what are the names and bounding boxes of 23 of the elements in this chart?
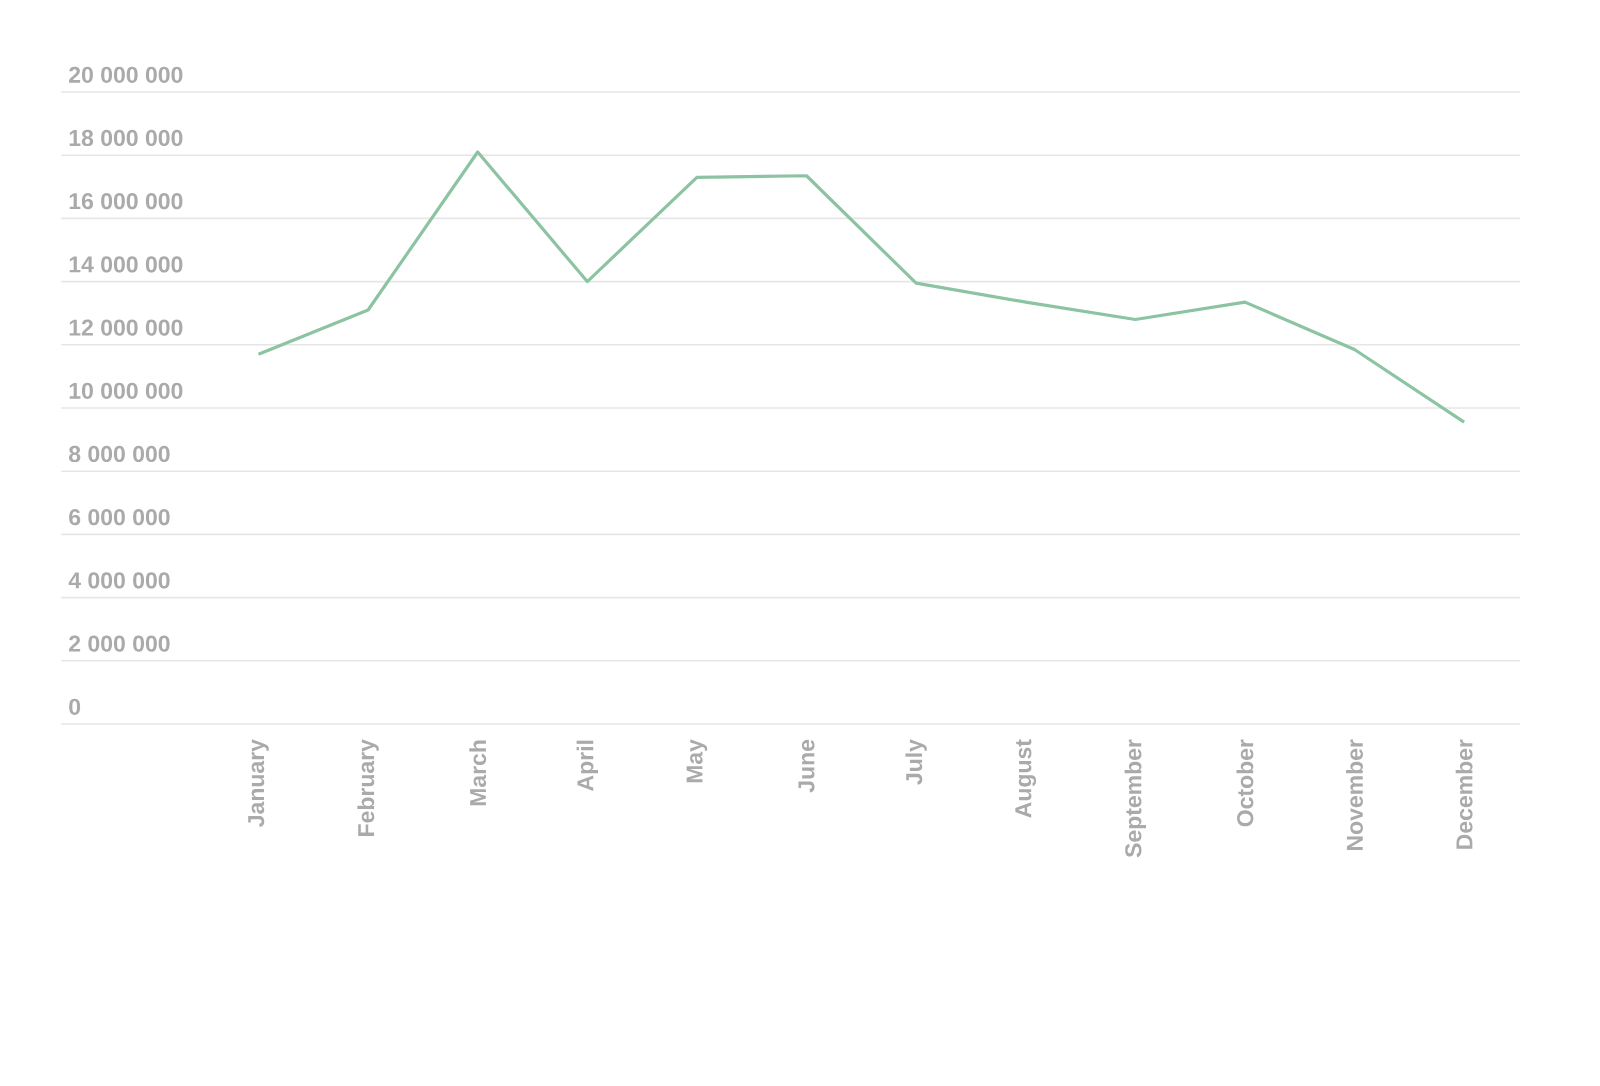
y-tick-label: 10 000 000 <box>69 382 183 399</box>
x-tick-label: May <box>686 739 708 783</box>
y-tick-label: 18 000 000 <box>69 129 183 147</box>
x-tick-label: November <box>1346 739 1363 850</box>
y-tick-label: 2 000 000 <box>69 635 170 652</box>
x-tick-label: February <box>357 739 379 836</box>
y-tick-label: 20 000 000 <box>69 66 183 83</box>
y-tick-label: 6 000 000 <box>69 509 170 526</box>
y-tick-label: 0 <box>69 698 81 715</box>
x-tick-label: April <box>576 740 599 791</box>
y-tick-label: 12 000 000 <box>69 319 183 336</box>
y-tick-label: 8 000 000 <box>69 445 170 463</box>
x-tick-label: July <box>905 739 927 785</box>
x-tick-label: March <box>469 740 487 806</box>
y-tick-label: 16 000 000 <box>69 193 183 210</box>
x-tick-label: December <box>1455 739 1473 849</box>
x-tick-label: January <box>248 739 269 827</box>
x-tick-label: October <box>1236 739 1254 827</box>
x-tick-label: August <box>1015 739 1037 818</box>
x-tick-label: September <box>1124 739 1147 858</box>
y-tick-label: 4 000 000 <box>68 572 170 589</box>
y-tick-label: 14 000 000 <box>69 256 183 273</box>
x-tick-label: June <box>798 739 815 793</box>
